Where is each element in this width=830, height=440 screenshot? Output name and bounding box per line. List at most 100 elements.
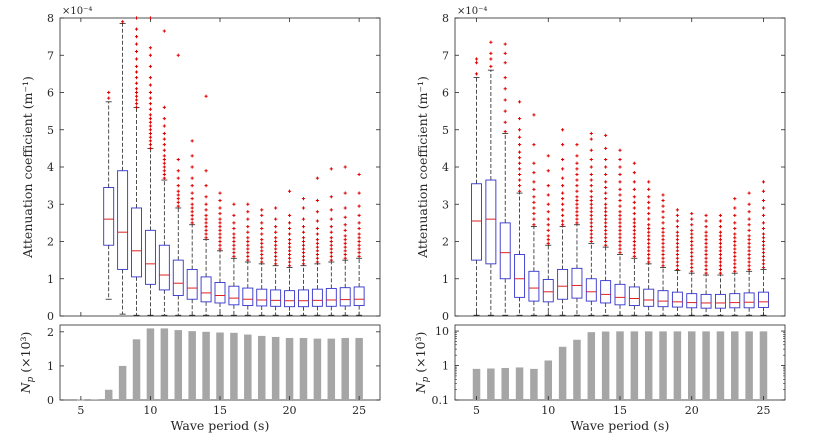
- outlier-point: [246, 243, 250, 247]
- outlier-point: [704, 249, 708, 253]
- x-tick-label: 10: [143, 404, 157, 417]
- outlier-point: [675, 264, 679, 268]
- box-iqr: [172, 259, 184, 296]
- outlier-point: [761, 236, 766, 240]
- outlier-point: [204, 213, 208, 218]
- x-tick-label: 5: [77, 404, 84, 417]
- outlier-point: [718, 264, 723, 268]
- bar-18s: [257, 335, 266, 400]
- outlier-point: [357, 172, 361, 177]
- outlier-point: [733, 239, 737, 244]
- bar-9s: [530, 368, 538, 400]
- outlier-point: [618, 204, 622, 208]
- right-count-bar-panel: 0.1 1 10 5 10 15 20 25 Wave period (s) Np (×10³): [413, 324, 786, 433]
- outlier-point: [274, 217, 278, 221]
- outlier-point: [218, 225, 222, 229]
- bar-5s: [472, 368, 481, 400]
- y-tick-label: 8: [442, 12, 449, 25]
- outlier-point: [718, 225, 723, 229]
- outlier-point: [148, 76, 153, 80]
- outlier-point: [589, 137, 593, 141]
- outlier-point: [162, 29, 166, 33]
- outlier-point: [301, 247, 306, 251]
- outlier-point: [343, 191, 347, 195]
- y-tick-label: 0: [442, 310, 449, 323]
- outlier-point: [704, 256, 708, 260]
- y-tick-label: 3: [47, 198, 54, 211]
- outlier-point: [162, 105, 166, 109]
- x-axis-label: Wave period (s): [171, 418, 270, 433]
- outlier-point: [704, 230, 708, 234]
- outlier-point: [618, 251, 622, 255]
- outlier-point: [561, 191, 565, 195]
- box-iqr: [471, 183, 482, 261]
- outlier-point: [287, 264, 292, 268]
- outlier-point: [747, 228, 751, 232]
- outlier-point: [162, 124, 166, 128]
- bar-23s: [327, 338, 336, 400]
- outlier-point: [589, 172, 593, 177]
- outlier-point: [246, 251, 250, 255]
- outlier-point: [204, 225, 208, 229]
- outlier-point: [647, 249, 651, 253]
- outlier-point: [121, 20, 125, 24]
- outlier-point: [329, 247, 333, 251]
- box-18s: [256, 208, 268, 316]
- outlier-point: [675, 245, 679, 249]
- outlier-point: [517, 189, 522, 193]
- outlier-point: [204, 208, 208, 212]
- outlier-point: [329, 254, 333, 258]
- y-label-subscript: p: [421, 376, 431, 382]
- outlier-point: [661, 238, 665, 242]
- outlier-point: [661, 264, 665, 268]
- outlier-point: [546, 217, 550, 221]
- outlier-point: [274, 251, 278, 255]
- outlier-point: [246, 210, 250, 214]
- outlier-point: [561, 202, 565, 206]
- outlier-point: [260, 252, 264, 257]
- outlier-point: [604, 191, 608, 195]
- outlier-point: [675, 249, 679, 253]
- outlier-point: [589, 184, 593, 188]
- y-tick-label: 7: [47, 49, 54, 62]
- y-tick-label: 8: [47, 12, 54, 25]
- box-21s: [700, 213, 712, 316]
- outlier-point: [218, 232, 222, 236]
- outlier-point: [618, 172, 622, 177]
- outlier-point: [315, 219, 319, 223]
- outlier-point: [343, 228, 347, 232]
- outlier-point: [134, 94, 139, 98]
- outlier-point: [589, 232, 593, 236]
- bar-17s: [644, 331, 653, 400]
- outlier-point: [761, 247, 766, 251]
- outlier-point: [176, 197, 180, 201]
- y-tick-label: 0: [47, 394, 54, 407]
- outlier-point: [301, 258, 306, 262]
- box-iqr: [499, 222, 511, 280]
- outlier-point: [134, 16, 139, 20]
- outlier-point: [589, 165, 593, 169]
- outlier-point: [647, 211, 651, 216]
- outlier-point: [148, 107, 153, 111]
- outlier-point: [575, 154, 579, 158]
- y-multiplier-label: ×10⁻⁴: [457, 6, 487, 17]
- box-iqr: [557, 268, 569, 300]
- bar-24s: [745, 331, 753, 400]
- outlier-point: [357, 226, 361, 231]
- x-tick-label: 15: [613, 404, 627, 417]
- bar-15s: [216, 332, 224, 400]
- outlier-point: [675, 219, 679, 223]
- outlier-point: [575, 217, 579, 221]
- y-axis-label: Np (×10³): [18, 332, 36, 395]
- box-5s: [471, 57, 482, 316]
- outlier-point: [704, 238, 708, 242]
- outlier-point: [176, 204, 180, 208]
- box-25s: [353, 172, 365, 316]
- outlier-point: [747, 245, 751, 249]
- outlier-point: [517, 143, 522, 147]
- outlier-point: [218, 247, 222, 251]
- outlier-point: [546, 238, 550, 242]
- y-tick-label: 0: [47, 310, 54, 323]
- outlier-point: [761, 198, 766, 203]
- y-tick-label: 6: [47, 87, 54, 100]
